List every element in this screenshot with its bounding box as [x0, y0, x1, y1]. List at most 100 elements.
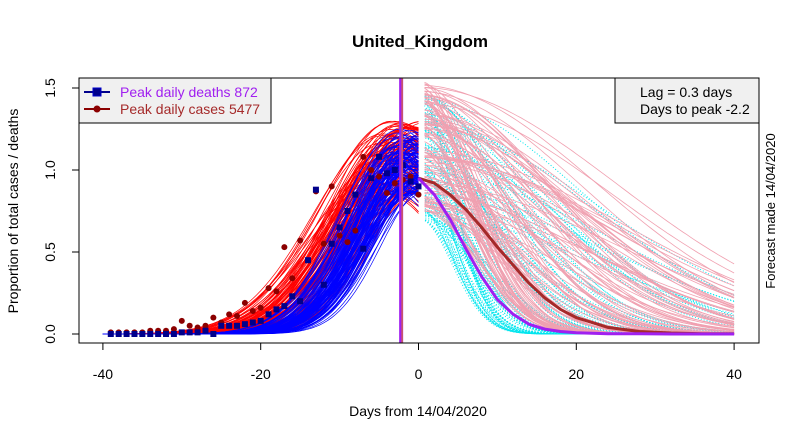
death-point [312, 186, 319, 193]
cases-forecast-curve [422, 96, 735, 324]
cases-forecast-curve [422, 150, 735, 281]
deaths-forecast-curve [422, 194, 735, 302]
case-point [210, 314, 217, 321]
death-point [186, 329, 193, 336]
cases-forecast-curve [422, 168, 735, 329]
cases-forecast-curve [422, 157, 735, 291]
death-point [163, 331, 170, 337]
case-point [265, 285, 272, 292]
case-point [360, 153, 367, 160]
deaths-forecast-curve [422, 146, 735, 320]
case-point [415, 191, 422, 198]
cases-forecast-curve [422, 109, 735, 328]
x-tick-label: -20 [251, 366, 271, 382]
death-point [391, 167, 398, 173]
cases-forecast-curve [422, 103, 735, 274]
death-point [368, 175, 375, 182]
death-point [107, 331, 114, 337]
forecast-means [399, 78, 735, 343]
death-point [123, 331, 130, 337]
case-point [178, 317, 185, 324]
legend-cases-label: Peak daily cases 5477 [120, 101, 260, 117]
death-point [178, 329, 185, 336]
x-axis-label: Days from 14/04/2020 [349, 403, 487, 419]
death-point [131, 331, 138, 337]
cases-forecast-mean-line [418, 176, 735, 336]
cases-forecast-curve [422, 126, 735, 325]
cases-forecast-curve [422, 121, 735, 319]
deaths-forecast-curve [422, 128, 735, 287]
chart-title: United_Kingdom [352, 32, 488, 51]
fit-forecast-gap [419, 78, 425, 343]
cases-forecast-curve [422, 94, 735, 320]
cases-forecast-curve [422, 192, 735, 313]
cases-forecast-curve [422, 113, 735, 298]
cases-forecast-curve [422, 87, 735, 323]
case-point [407, 173, 414, 180]
cases-forecast-curve [422, 189, 735, 325]
case-point [297, 237, 304, 244]
y-axis-label: Proportion of total cases / deaths [5, 109, 21, 314]
deaths-forecast-curve [422, 146, 735, 316]
case-point [320, 240, 327, 247]
cases-forecast-curve [422, 120, 735, 306]
cases-forecast-curve [422, 136, 735, 326]
x-axis: -40 -20 0 20 40 [93, 342, 742, 382]
legend-deaths-label: Peak daily deaths 872 [120, 84, 258, 100]
death-point [139, 331, 146, 337]
deaths-forecast-curve [422, 146, 735, 335]
lag-text: Lag = 0.3 days [640, 84, 732, 100]
cases-forecast-curve [422, 118, 735, 299]
death-point [115, 331, 122, 337]
death-point [234, 322, 241, 329]
legend-deaths-square-icon [92, 87, 102, 97]
death-point [273, 306, 280, 313]
case-point [234, 312, 241, 319]
case-point [194, 324, 201, 331]
info-box-frame [614, 77, 760, 124]
death-point [305, 257, 312, 264]
x-tick-label: 0 [415, 366, 423, 382]
case-point [344, 239, 351, 246]
legend-box [78, 77, 272, 124]
death-point [415, 183, 422, 190]
death-point [328, 240, 335, 247]
legend: Peak daily deaths 872 Peak daily cases 5… [78, 77, 272, 124]
death-point [289, 293, 296, 300]
days-to-peak-text: Days to peak -2.2 [640, 101, 750, 117]
death-point [194, 329, 201, 336]
deaths-forecast-mean-line [417, 177, 735, 336]
death-point [226, 322, 233, 329]
case-point [257, 304, 264, 311]
cases-forecast-curve [422, 86, 735, 265]
death-point [257, 317, 264, 324]
forecast-date-label: Forecast made 14/04/2020 [763, 133, 778, 288]
cases-forecast-curve [422, 91, 735, 296]
x-tick-label: 40 [726, 366, 742, 382]
x-tick-label: -40 [93, 366, 113, 382]
death-point [170, 331, 177, 337]
death-point [297, 298, 304, 305]
cases-forecast-curve [422, 93, 735, 331]
death-point [147, 331, 154, 337]
case-point [368, 167, 375, 173]
death-point [210, 331, 217, 337]
case-point [249, 308, 256, 315]
case-point [202, 322, 209, 329]
death-point [155, 331, 162, 337]
death-point [320, 281, 327, 288]
y-tick-label: 0.0 [42, 324, 58, 344]
observed-points [107, 153, 422, 337]
death-point [218, 322, 225, 329]
cases-forecast-curve [422, 202, 735, 309]
y-axis: 0.0 0.5 1.0 1.5 [42, 78, 80, 344]
death-point [360, 245, 367, 252]
case-point [289, 275, 296, 282]
cases-forecast-curve [422, 100, 735, 331]
death-point [376, 153, 383, 160]
info-box: Lag = 0.3 days Days to peak -2.2 [614, 77, 760, 124]
death-point [241, 321, 248, 328]
death-point [336, 224, 343, 231]
case-point [170, 326, 177, 333]
death-point [249, 319, 256, 326]
